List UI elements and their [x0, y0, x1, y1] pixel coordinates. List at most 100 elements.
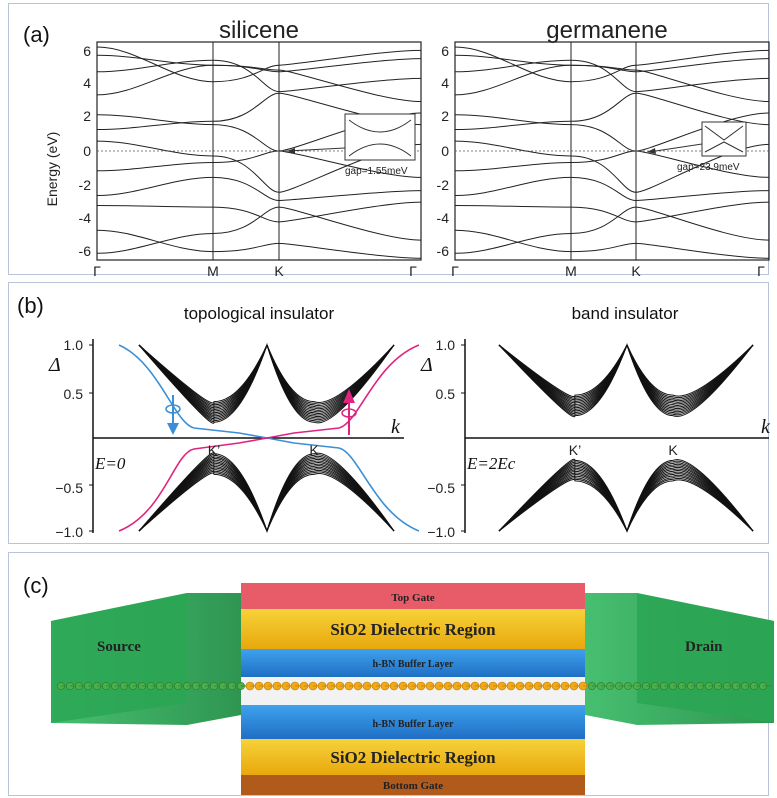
ytick: 4: [83, 75, 91, 91]
band-line: [96, 201, 422, 223]
energy-axis-label: Energy (eV): [44, 132, 60, 207]
ytick: -2: [437, 177, 450, 193]
ytick: 6: [83, 43, 91, 59]
topological-bands: [138, 343, 395, 533]
kpoint-gamma: Γ: [93, 263, 101, 279]
band-line: [96, 46, 422, 83]
band-line: [96, 59, 422, 93]
spin-down-arrow-icon: [165, 395, 181, 435]
kprime-label: K’: [208, 442, 220, 458]
inset-box: [344, 113, 416, 161]
bottom-gate: [241, 775, 585, 795]
band-line: [96, 64, 422, 102]
ytick: 4: [441, 75, 449, 91]
kpoint-m: M: [207, 263, 219, 279]
delta-label: Δ: [48, 354, 61, 376]
bulk-band-line: [498, 343, 754, 402]
ytick: 0: [83, 143, 91, 159]
band-line: [96, 140, 422, 193]
ytick: 2: [441, 108, 449, 124]
band-line: [454, 201, 770, 223]
topological-insulator-plot: topological insulator Δ 1.0 0.5 −0.5 −1.…: [48, 304, 420, 540]
band-line: [96, 229, 422, 259]
band-line: [96, 176, 422, 202]
topological-title: topological insulator: [184, 304, 335, 323]
drain-contact: Drain: [585, 593, 774, 725]
bulk-band-line: [138, 343, 395, 405]
bottom-dielectric-label: SiO2 Dielectric Region: [330, 748, 496, 767]
kpoint-gamma: Γ: [451, 263, 459, 279]
ytick: 6: [441, 43, 449, 59]
silicene-gap-inset: gap=1.55meV: [286, 113, 416, 177]
bottom-gate-stack: h-BN Buffer Layer SiO2 Dielectric Region…: [241, 705, 585, 795]
k-label: K: [668, 442, 678, 458]
band-line: [454, 229, 770, 259]
band-line: [454, 150, 770, 178]
band-line: [96, 54, 422, 73]
kpoint-k: K: [274, 263, 284, 279]
bulk-band-line: [138, 469, 395, 533]
top-buffer: [241, 649, 585, 677]
ytick: -6: [437, 243, 450, 259]
panel-c-svg: (c) Source Drain Top Gate SiO2 Dielectri…: [23, 573, 774, 795]
spin-up-arrow-icon: [341, 389, 357, 435]
bottom-dielectric: [241, 739, 585, 775]
kpoint-gamma: Γ: [409, 263, 417, 279]
ytick: 0: [441, 143, 449, 159]
bulk-band-line: [138, 343, 395, 404]
inset-box: [701, 121, 747, 157]
top-dielectric-label: SiO2 Dielectric Region: [330, 620, 496, 639]
band-line: [454, 92, 770, 131]
silicene-band-plot: silicene 6 4 2 0 -2 -4 -6 Γ M K Γ: [79, 17, 422, 279]
band-line: [454, 176, 770, 202]
band-line: [454, 140, 770, 193]
germanene-kpoints: Γ M K Γ: [451, 263, 765, 279]
band-line: [96, 92, 422, 131]
source-label: Source: [97, 639, 141, 655]
silicene-channel: [57, 677, 772, 705]
top-gate: [241, 583, 585, 609]
band-line: [454, 54, 770, 73]
top-gate-stack: Top Gate SiO2 Dielectric Region h-BN Buf…: [241, 583, 585, 677]
panel-a: (a) Energy (eV) silicene 6 4 2 0 -2 -4 -…: [8, 3, 770, 279]
bottom-gate-label: Bottom Gate: [383, 780, 443, 792]
silicene-kpoints: Γ M K Γ: [93, 263, 417, 279]
source-contact: Source: [51, 593, 241, 725]
kpoint-k: K: [631, 263, 641, 279]
panel-b-svg: (b) topological insulator Δ 1.0 0.5 −0.5…: [17, 293, 771, 540]
band-line: [454, 64, 770, 102]
panel-c: (c) Source Drain Top Gate SiO2 Dielectri…: [8, 552, 774, 796]
ytick: -4: [437, 210, 450, 226]
silicene-title: silicene: [219, 17, 299, 44]
left-yticks: 1.0 0.5 −0.5 −1.0: [55, 337, 83, 540]
bulk-band-line: [138, 472, 395, 533]
top-gate-label: Top Gate: [391, 592, 434, 604]
band-line: [96, 206, 422, 254]
germanene-bands: [454, 46, 770, 259]
bottom-buffer-label: h-BN Buffer Layer: [373, 719, 454, 730]
ytick: 1.0: [436, 337, 456, 353]
bulk-band-line: [498, 343, 754, 397]
ytick: −0.5: [55, 480, 83, 496]
delta-label: Δ: [420, 354, 433, 376]
bulk-band-line: [138, 343, 395, 409]
panel-a-label: (a): [23, 22, 50, 47]
band-insulator-plot: band insulator Δ 1.0 0.5 −0.5 −1.0 K’ K …: [420, 304, 771, 540]
ytick: -4: [79, 210, 92, 226]
spin-up-edge-state: [118, 344, 420, 532]
bulk-band-line: [498, 343, 754, 401]
ytick: −1.0: [55, 524, 83, 540]
bottom-buffer: [241, 705, 585, 739]
silicene-yticks: 6 4 2 0 -2 -4 -6: [79, 43, 92, 259]
germanene-title: germanene: [546, 17, 667, 44]
band-line: [454, 46, 770, 83]
panel-a-svg: (a) Energy (eV) silicene 6 4 2 0 -2 -4 -…: [23, 17, 770, 279]
band-line: [454, 206, 770, 254]
band-insulator-bands: [498, 343, 754, 533]
bulk-band-line: [498, 474, 754, 533]
germanene-band-plot: germanene 6 4 2 0 -2 -4 -6 Γ M K Γ: [437, 17, 770, 279]
bulk-band-line: [138, 471, 395, 533]
panel-b-label: (b): [17, 293, 44, 318]
panel-c-label: (c): [23, 573, 49, 598]
kprime-label: K’: [569, 442, 581, 458]
